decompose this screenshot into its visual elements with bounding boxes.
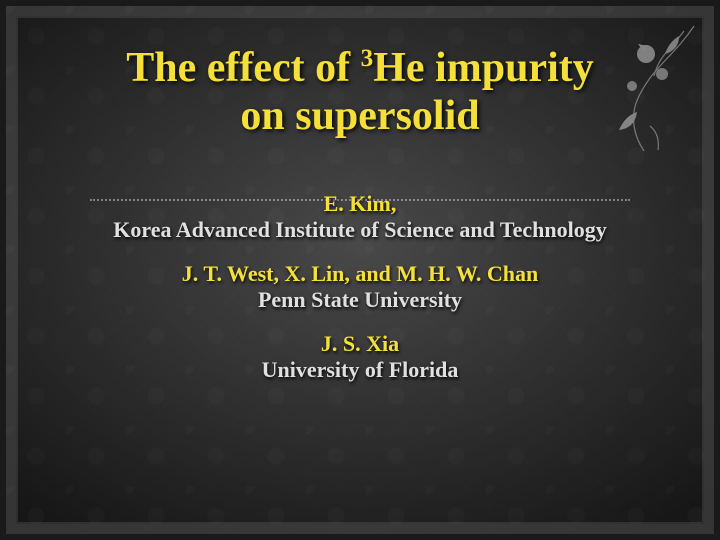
affiliation-2: Penn State University — [56, 287, 664, 313]
title-line1-post: He impurity — [373, 45, 593, 91]
title-line1-pre: The effect of — [126, 45, 360, 91]
author-block-2: J. T. West, X. Lin, and M. H. W. Chan Pe… — [56, 261, 664, 313]
slide-title: The effect of 3He impurity on supersolid — [56, 44, 664, 141]
author-name-1: E. Kim, — [56, 191, 664, 217]
affiliation-1: Korea Advanced Institute of Science and … — [56, 217, 664, 243]
affiliation-3: University of Florida — [56, 357, 664, 383]
author-name-3: J. S. Xia — [56, 331, 664, 357]
title-superscript: 3 — [361, 45, 374, 72]
slide: The effect of 3He impurity on supersolid… — [0, 0, 720, 540]
author-name-2: J. T. West, X. Lin, and M. H. W. Chan — [56, 261, 664, 287]
author-block-1: E. Kim, Korea Advanced Institute of Scie… — [56, 191, 664, 243]
author-block-3: J. S. Xia University of Florida — [56, 331, 664, 383]
title-line2: on supersolid — [240, 93, 479, 139]
